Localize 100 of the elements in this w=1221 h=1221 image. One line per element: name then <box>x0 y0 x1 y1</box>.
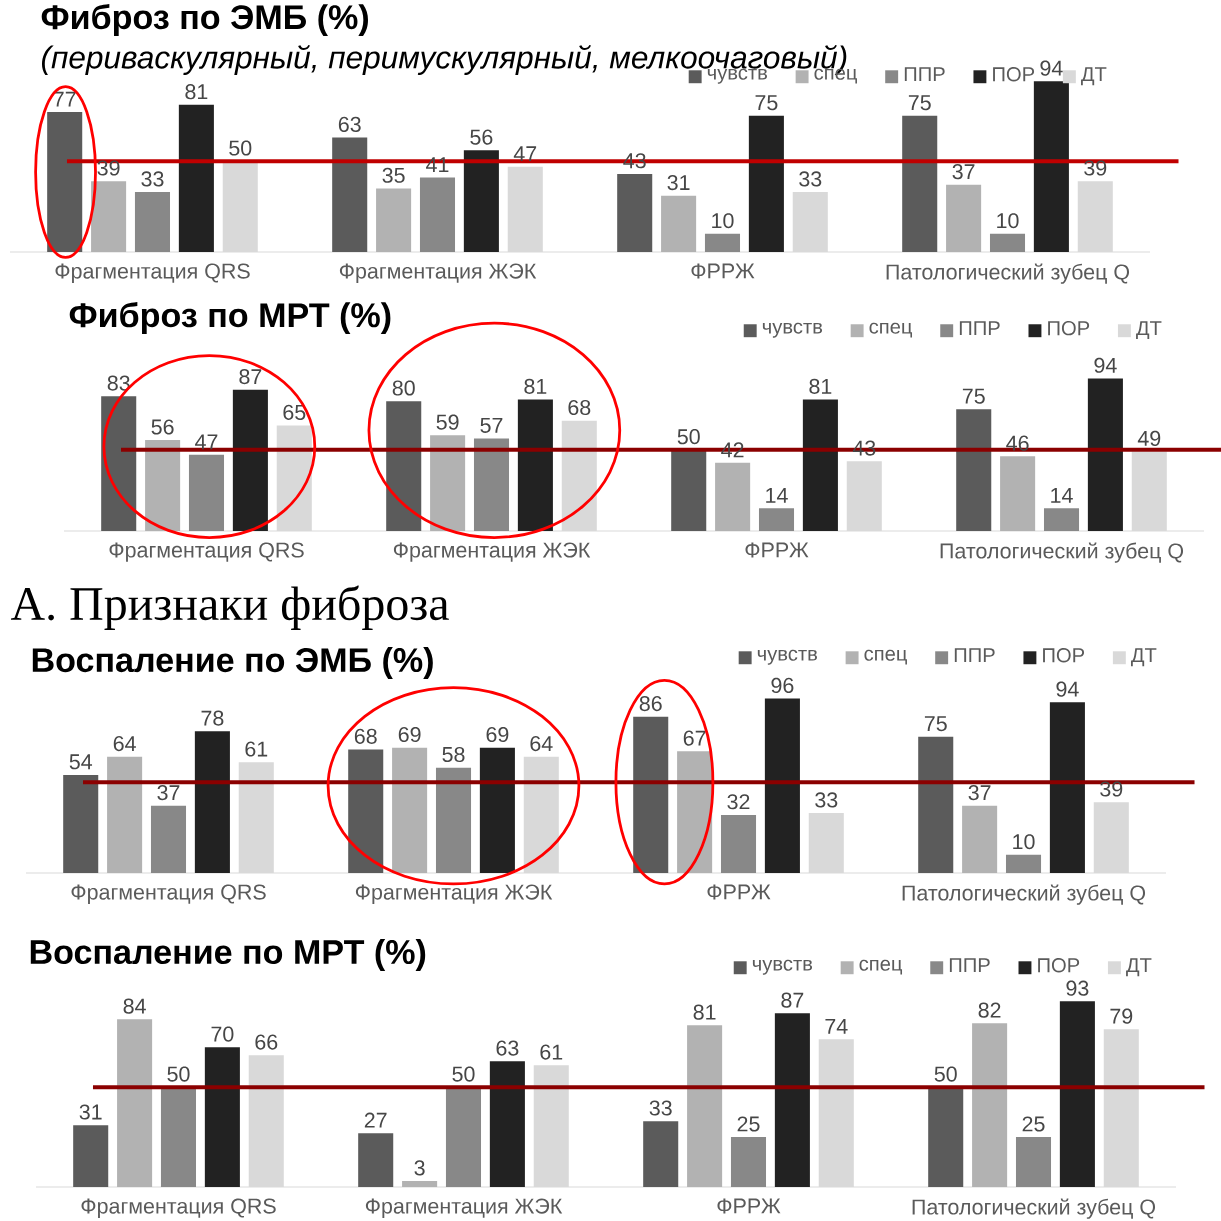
data-label: 43 <box>852 440 876 456</box>
bar <box>419 177 456 253</box>
data-label: 94 <box>1056 681 1079 697</box>
data-label: 37 <box>968 785 991 801</box>
bar <box>445 1087 482 1188</box>
bar <box>704 233 741 253</box>
bar <box>430 435 466 531</box>
data-label: 94 <box>1094 357 1117 373</box>
bar <box>633 716 669 874</box>
data-label: 49 <box>1137 430 1161 446</box>
x-tick-label: Фрагментация ЖЭК <box>393 542 591 562</box>
legend-label: ППР <box>954 648 995 663</box>
x-tick-label: Патологический зубец Q <box>940 542 1184 563</box>
data-label: 31 <box>667 174 690 191</box>
legend-label: ППР <box>904 67 945 82</box>
bar <box>1049 702 1085 874</box>
data-label: 57 <box>480 417 503 433</box>
bar <box>687 1025 723 1188</box>
data-label: 64 <box>530 736 553 752</box>
bar <box>160 1087 197 1188</box>
bar <box>134 192 171 253</box>
bar <box>1033 81 1069 253</box>
bar <box>946 184 982 253</box>
data-label: 33 <box>141 171 164 187</box>
bar <box>1015 1137 1052 1188</box>
legend-label: спец <box>859 959 903 975</box>
data-label: 75 <box>755 95 778 111</box>
bar <box>402 1181 438 1188</box>
x-tick-label: ФРРЖ <box>707 884 771 900</box>
bar <box>715 462 751 531</box>
legend-label: спец <box>864 649 907 665</box>
bar <box>972 1023 1008 1188</box>
data-label: 47 <box>513 146 537 162</box>
data-label: 56 <box>151 419 174 435</box>
data-label: 31 <box>79 1104 102 1120</box>
data-label: 63 <box>496 1040 519 1056</box>
data-label: 32 <box>727 794 750 810</box>
bar <box>63 774 99 874</box>
data-label: 33 <box>815 792 838 808</box>
x-tick-label: Фрагментация ЖЭК <box>339 263 537 283</box>
bar <box>386 401 422 531</box>
data-label: 82 <box>978 1002 1001 1018</box>
data-label: 10 <box>1013 834 1035 850</box>
bar <box>204 1047 240 1188</box>
bar <box>332 137 368 253</box>
data-label: 56 <box>470 129 493 145</box>
bar <box>1087 378 1123 531</box>
data-label: 84 <box>123 998 146 1014</box>
data-label: 33 <box>799 171 822 187</box>
data-label: 81 <box>809 378 832 394</box>
x-tick-label: Фрагментация QRS <box>55 263 250 283</box>
bar <box>101 396 137 531</box>
data-label: 61 <box>540 1044 563 1060</box>
data-label: 39 <box>1100 781 1123 797</box>
data-label: 35 <box>382 167 405 183</box>
bar <box>479 747 515 874</box>
data-label: 81 <box>693 1004 716 1020</box>
data-label: 59 <box>436 414 459 430</box>
bar <box>1043 508 1080 531</box>
data-label: 75 <box>924 716 947 732</box>
bar <box>956 409 992 531</box>
chart-title: Фиброз по ЭМБ (%) <box>41 3 368 37</box>
data-label: 78 <box>201 710 224 726</box>
data-label: 50 <box>167 1066 190 1082</box>
data-label: 86 <box>639 696 662 712</box>
legend-label: ДТ <box>1131 648 1157 667</box>
data-label: 80 <box>392 380 415 396</box>
data-label: 50 <box>677 429 700 445</box>
data-label: 50 <box>452 1066 475 1082</box>
bar <box>671 449 707 531</box>
bar <box>348 749 384 874</box>
bar <box>517 399 553 531</box>
chart-title: Воспаление по МРТ (%) <box>30 939 426 971</box>
legend-label: спец <box>869 322 913 338</box>
bar <box>730 1137 767 1188</box>
bar <box>392 747 428 874</box>
legend-label: ППР <box>959 321 1000 336</box>
bar <box>720 814 757 874</box>
data-label: 65 <box>283 404 306 420</box>
data-label: 27 <box>364 1112 387 1128</box>
data-label: 93 <box>1066 980 1089 996</box>
text: A. Признаки фиброза <box>10 585 449 630</box>
data-label: 61 <box>245 741 268 757</box>
legend-label: чувств <box>762 322 823 338</box>
data-label: 74 <box>825 1018 848 1034</box>
bar <box>1000 456 1036 531</box>
bar <box>758 508 795 531</box>
data-label: 81 <box>524 378 547 394</box>
bar <box>1059 1001 1095 1188</box>
bar <box>802 399 838 531</box>
legend-label: ДТ <box>1136 321 1162 340</box>
legend-label: ППР <box>949 958 990 973</box>
bar <box>902 115 938 253</box>
bar <box>232 389 268 531</box>
bar <box>774 1013 810 1188</box>
data-label: 46 <box>1006 435 1029 451</box>
bar <box>661 195 697 253</box>
data-label: 50 <box>934 1066 957 1082</box>
bar <box>435 767 472 874</box>
data-label: 77 <box>53 91 76 107</box>
